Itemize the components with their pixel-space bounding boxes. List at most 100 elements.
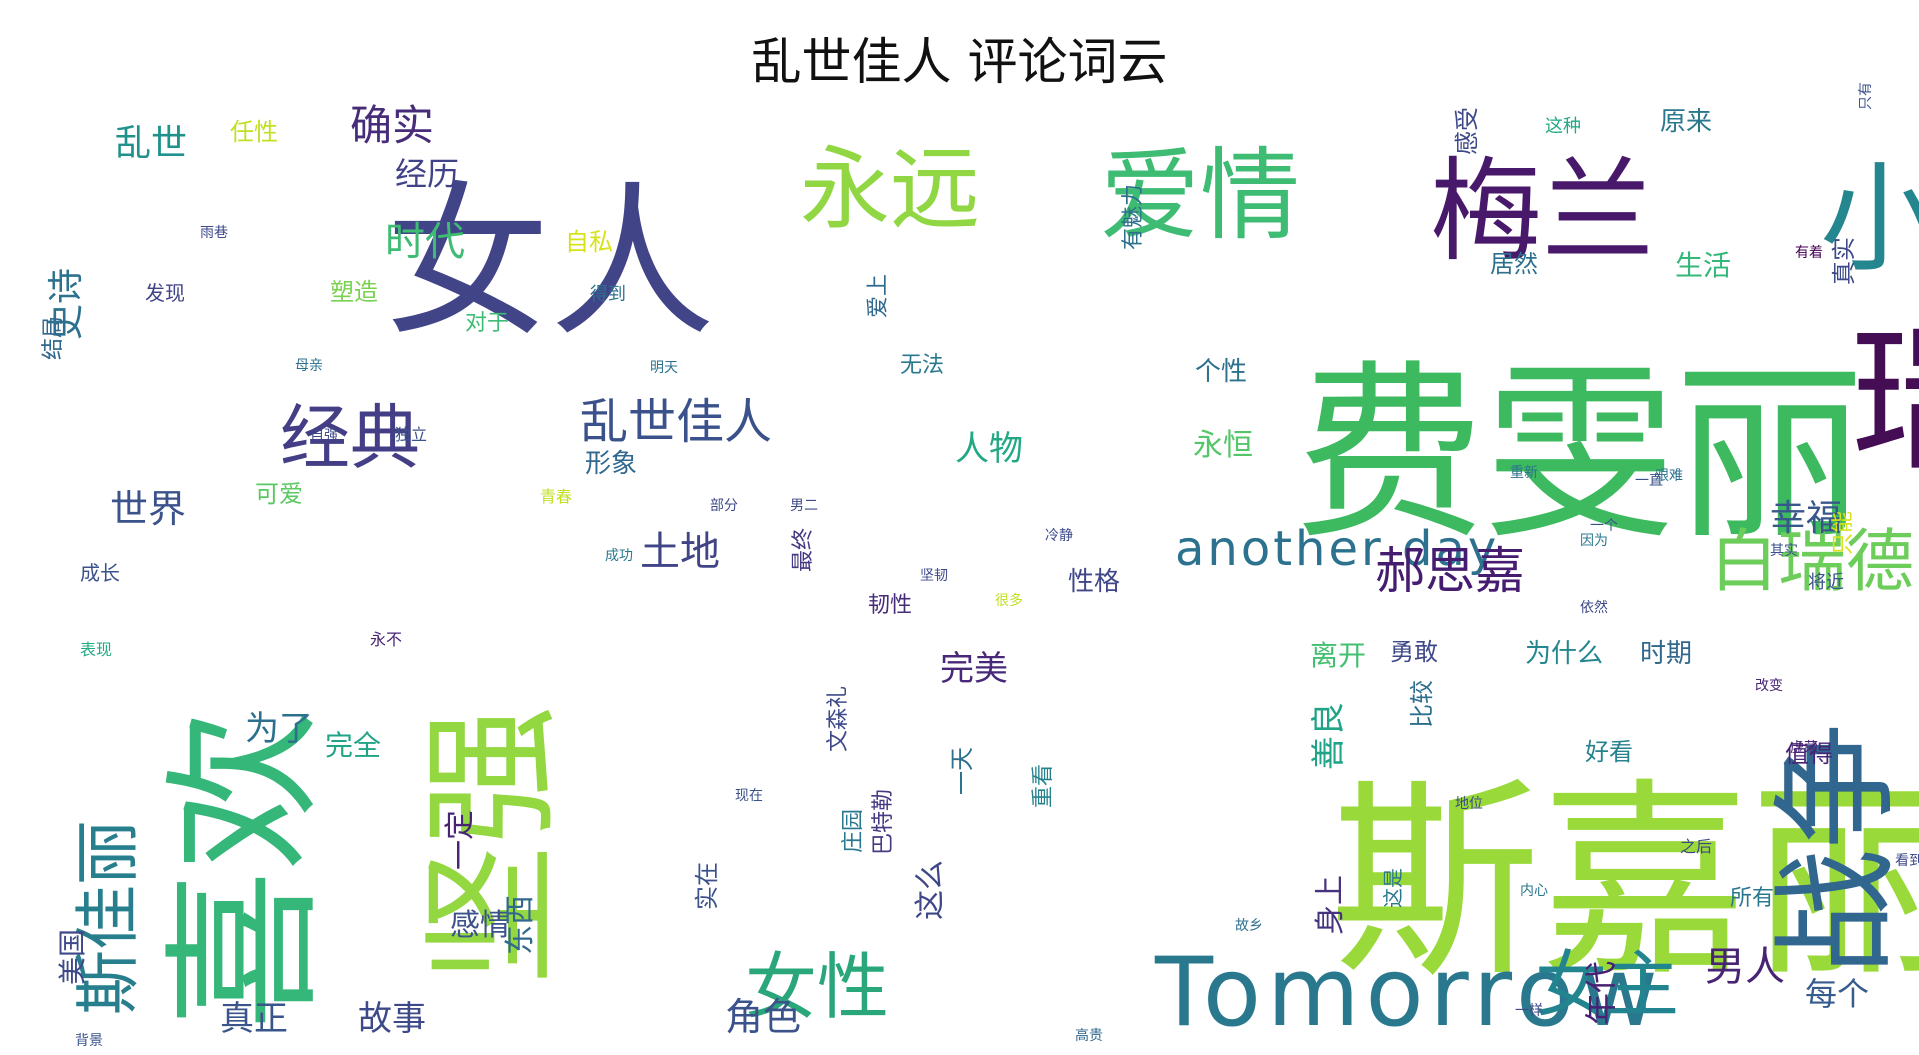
word-40: 永恒 <box>1193 428 1253 463</box>
word-95: 文森礼 <box>826 686 851 752</box>
word-7: 小时 <box>1820 150 1919 288</box>
word-14: 女主 <box>1535 943 1679 1027</box>
word-59: 值得 <box>1785 740 1833 768</box>
word-71: 成长 <box>80 561 120 585</box>
word-51: 可爱 <box>255 480 303 508</box>
word-114: 故乡 <box>1235 918 1263 934</box>
word-94: 巴特勒 <box>871 789 896 855</box>
word-119: 地位 <box>1455 796 1483 812</box>
word-44: 东西 <box>503 895 538 955</box>
word-47: 这么 <box>913 860 948 920</box>
word-26: 世界 <box>110 487 186 531</box>
word-31: 故事 <box>358 999 426 1039</box>
word-63: 得到 <box>590 284 626 305</box>
word-23: 时代 <box>385 219 465 265</box>
word-24: 史诗 <box>46 268 87 340</box>
word-103: 母亲 <box>295 358 323 374</box>
word-93: 雨巷 <box>200 225 228 241</box>
word-109: 艰难 <box>1655 468 1683 484</box>
word-107: 表现 <box>80 640 112 659</box>
word-28: 幸福 <box>1770 498 1842 539</box>
word-30: 角色 <box>725 995 801 1039</box>
word-70: 居然 <box>1490 250 1538 278</box>
word-49: 生活 <box>1675 249 1731 282</box>
word-72: 重新 <box>1510 465 1538 481</box>
word-68: 发现 <box>145 281 185 305</box>
word-73: 只能 <box>1831 511 1856 555</box>
word-57: 时期 <box>1640 639 1692 669</box>
word-102: 坚韧 <box>920 568 948 584</box>
word-18: 乱世佳人 <box>580 394 772 450</box>
word-118: 一直 <box>1635 472 1663 489</box>
word-83: 自强 <box>310 428 338 444</box>
word-2: 费雯丽 <box>1295 344 1865 565</box>
word-9: 爱情 <box>1100 137 1300 254</box>
word-1: 斯嘉丽 <box>1330 760 1919 1005</box>
word-76: 所有 <box>1730 886 1774 911</box>
word-53: 原来 <box>1660 107 1712 137</box>
word-79: 最终 <box>791 528 816 572</box>
word-67: 结局 <box>41 316 66 360</box>
word-6: 坚强 <box>411 705 574 985</box>
chart-title: 乱世佳人 评论词云 <box>751 33 1168 91</box>
word-58: 好看 <box>1585 738 1633 766</box>
word-4: 瑞德 <box>1850 309 1919 493</box>
word-80: 很多 <box>995 592 1023 609</box>
word-104: 虚荣 <box>1790 740 1818 756</box>
word-41: 身上 <box>1313 875 1348 935</box>
word-29: 男人 <box>1705 944 1785 990</box>
word-32: 真正 <box>220 999 288 1039</box>
word-108: 冷静 <box>1045 528 1073 544</box>
word-64: 对于 <box>465 311 509 336</box>
word-38: 人物 <box>955 429 1023 469</box>
word-111: 成功 <box>605 548 633 564</box>
word-78: 韧性 <box>868 593 912 618</box>
word-89: 有着 <box>1795 245 1823 261</box>
word-3: 女人 <box>385 167 715 359</box>
word-50: 形象 <box>585 449 637 479</box>
word-36: 年代 <box>1582 961 1620 1025</box>
word-110: 其实 <box>1770 543 1798 559</box>
word-96: 实在 <box>693 862 721 910</box>
word-91: 有魅力 <box>1121 184 1146 250</box>
word-86: 庄园 <box>841 809 866 853</box>
word-10: 战争 <box>1763 723 1910 975</box>
word-105: 因为 <box>1580 533 1608 549</box>
word-19: another day <box>1175 521 1499 577</box>
word-74: 真实 <box>1830 237 1858 285</box>
word-65: 这种 <box>1545 116 1581 137</box>
word-116: 依然 <box>1580 599 1608 616</box>
word-8: 梅兰 <box>1430 147 1654 277</box>
word-101: 男二 <box>790 498 818 514</box>
word-27: 土地 <box>640 529 720 575</box>
word-62: 自私 <box>565 228 613 256</box>
word-99: 明天 <box>650 360 678 376</box>
word-117: 内心 <box>1520 883 1548 899</box>
word-82: 独立 <box>395 425 427 444</box>
word-90: 背景 <box>75 1033 103 1049</box>
word-33: 完美 <box>940 649 1008 689</box>
word-56: 为什么 <box>1525 639 1603 669</box>
word-77: 之后 <box>1680 837 1712 856</box>
word-43: 感情 <box>450 908 510 943</box>
word-113: 高贵 <box>1075 1027 1103 1044</box>
word-54: 离开 <box>1310 639 1366 672</box>
word-35: 善良 <box>1309 702 1349 770</box>
word-69: 无法 <box>900 353 944 378</box>
word-112: 看到 <box>1895 853 1919 869</box>
word-11: 永远 <box>800 137 980 242</box>
word-106: 只有 <box>1858 82 1874 110</box>
word-55: 勇敢 <box>1390 638 1438 666</box>
word-13: 女性 <box>745 945 889 1029</box>
word-5: 喜欢 <box>151 710 338 1030</box>
word-120: 改变 <box>1755 678 1783 694</box>
word-98: 一样 <box>1515 1003 1543 1019</box>
word-84: 一天 <box>948 747 976 795</box>
word-48: 完全 <box>325 729 381 762</box>
word-85: 重看 <box>1031 764 1056 808</box>
word-21: 确实 <box>350 101 434 150</box>
word-20: 郝思嘉 <box>1375 542 1525 600</box>
word-22: 经历 <box>395 155 459 193</box>
word-100: 一个 <box>1590 518 1618 534</box>
